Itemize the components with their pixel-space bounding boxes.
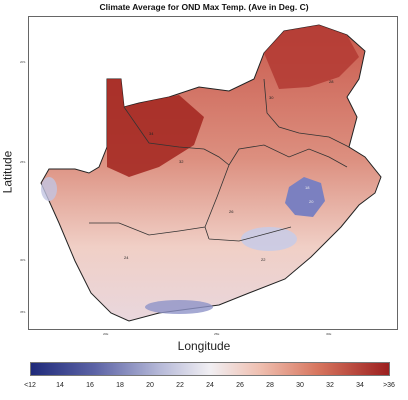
y-axis-label: Latitude [0,150,15,194]
contour-label: 30 [269,95,274,100]
cool-region-lesotho [285,177,325,217]
legend-tick: 22 [176,382,184,389]
mild-region-west [41,177,57,201]
hot-region-northeast [264,25,359,89]
y-tick-35s: 35S [20,310,26,314]
y-tick-25s: 25S [20,160,26,164]
legend-tick: 30 [296,382,304,389]
contour-label: 26 [229,209,234,214]
contour-label: 34 [149,131,154,136]
x-tick-30e: 30E [326,332,332,336]
contour-label: 18 [305,185,310,190]
x-tick-25e: 25E [214,332,220,336]
legend-tick: <12 [24,382,36,389]
legend-colorbar [30,362,390,376]
hot-region-northwest [107,79,204,177]
color-legend [30,362,390,376]
south-africa-landmass [40,24,382,322]
y-tick-20s: 20S [20,60,26,64]
legend-tick: 24 [206,382,214,389]
legend-tick: 32 [326,382,334,389]
legend-tick: 34 [356,382,364,389]
legend-tick: 16 [86,382,94,389]
legend-tick: 20 [146,382,154,389]
legend-tick: 14 [56,382,64,389]
contour-label: 28 [329,79,334,84]
legend-tick: >36 [383,382,395,389]
x-axis-label: Longitude [177,339,231,353]
legend-tick: 26 [236,382,244,389]
y-tick-30s: 30S [20,258,26,262]
temperature-map: 28 30 32 34 26 24 22 20 18 [40,24,382,322]
province-boundaries [89,78,350,242]
legend-tick: 28 [266,382,274,389]
contour-label: 32 [179,159,184,164]
cool-region-east [241,227,297,251]
x-tick-20e: 20E [103,332,109,336]
legend-tick: 18 [116,382,124,389]
map-frame: 28 30 32 34 26 24 22 20 18 [28,16,398,330]
contour-label: 22 [261,257,266,262]
contour-label: 20 [309,199,314,204]
contour-label: 24 [124,255,129,260]
cool-region-coast [145,300,213,314]
map-title: Climate Average for OND Max Temp. (Ave i… [99,2,309,12]
